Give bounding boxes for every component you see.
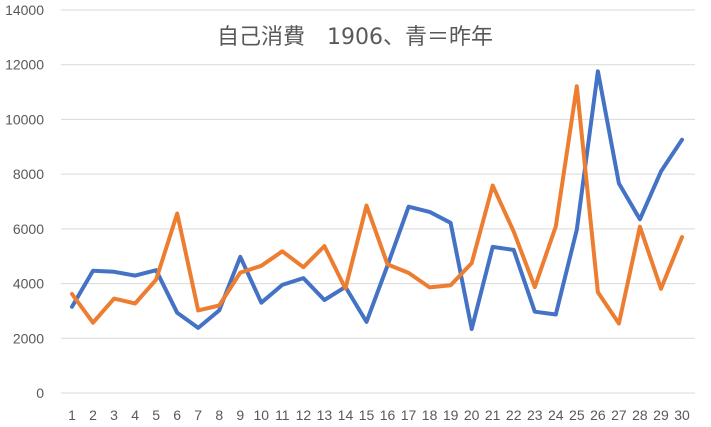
x-tick-label: 19 bbox=[443, 407, 459, 423]
x-tick-label: 15 bbox=[359, 407, 375, 423]
x-tick-label: 2 bbox=[89, 407, 97, 423]
y-tick-label: 12000 bbox=[5, 57, 44, 73]
x-tick-label: 16 bbox=[380, 407, 396, 423]
x-tick-label: 4 bbox=[131, 407, 139, 423]
gridlines bbox=[61, 9, 695, 394]
series-lines bbox=[70, 69, 684, 331]
x-tick-label: 28 bbox=[632, 407, 648, 423]
x-tick-label: 11 bbox=[275, 407, 290, 423]
x-tick-label: 20 bbox=[464, 407, 480, 423]
y-tick-label: 10000 bbox=[5, 111, 44, 127]
x-tick-label: 12 bbox=[296, 407, 312, 423]
x-tick-label: 10 bbox=[254, 407, 270, 423]
x-tick-label: 29 bbox=[653, 407, 669, 423]
y-tick-label: 0 bbox=[36, 385, 44, 401]
y-tick-label: 4000 bbox=[13, 276, 44, 292]
x-tick-label: 21 bbox=[485, 407, 501, 423]
x-tick-label: 24 bbox=[548, 407, 564, 423]
x-tick-label: 27 bbox=[611, 407, 627, 423]
x-tick-label: 17 bbox=[401, 407, 417, 423]
x-tick-label: 1 bbox=[68, 407, 76, 423]
x-tick-label: 7 bbox=[194, 407, 202, 423]
x-tick-label: 14 bbox=[338, 407, 354, 423]
x-tick-label: 6 bbox=[173, 407, 181, 423]
y-tick-label: 8000 bbox=[13, 166, 44, 182]
x-tick-label: 8 bbox=[215, 407, 223, 423]
x-tick-label: 13 bbox=[317, 407, 333, 423]
x-tick-label: 3 bbox=[110, 407, 118, 423]
x-axis-tick-labels: 1 2 3 4 5 6 7 8 9 10 11 12 13 14 15 16 17 18 19 20 21 22 23 24 2… bbox=[68, 407, 690, 423]
x-tick-label: 18 bbox=[422, 407, 438, 423]
y-tick-label: 14000 bbox=[5, 2, 44, 18]
x-tick-label: 25 bbox=[569, 407, 585, 423]
y-tick-label: 2000 bbox=[13, 330, 44, 346]
x-tick-label: 9 bbox=[236, 407, 244, 423]
x-tick-label: 5 bbox=[152, 407, 160, 423]
x-tick-label: 30 bbox=[674, 407, 690, 423]
series-line-2 bbox=[70, 84, 684, 326]
x-tick-label: 23 bbox=[527, 407, 543, 423]
x-tick-label: 26 bbox=[590, 407, 606, 423]
y-tick-label: 6000 bbox=[13, 221, 44, 237]
y-axis-tick-labels: 0 2000 4000 6000 8000 10000 12000 14000 bbox=[5, 2, 44, 401]
series-line-1 bbox=[70, 69, 684, 331]
x-tick-label: 22 bbox=[506, 407, 522, 423]
chart-title: 自己消費 1906、青＝昨年 bbox=[217, 25, 493, 50]
